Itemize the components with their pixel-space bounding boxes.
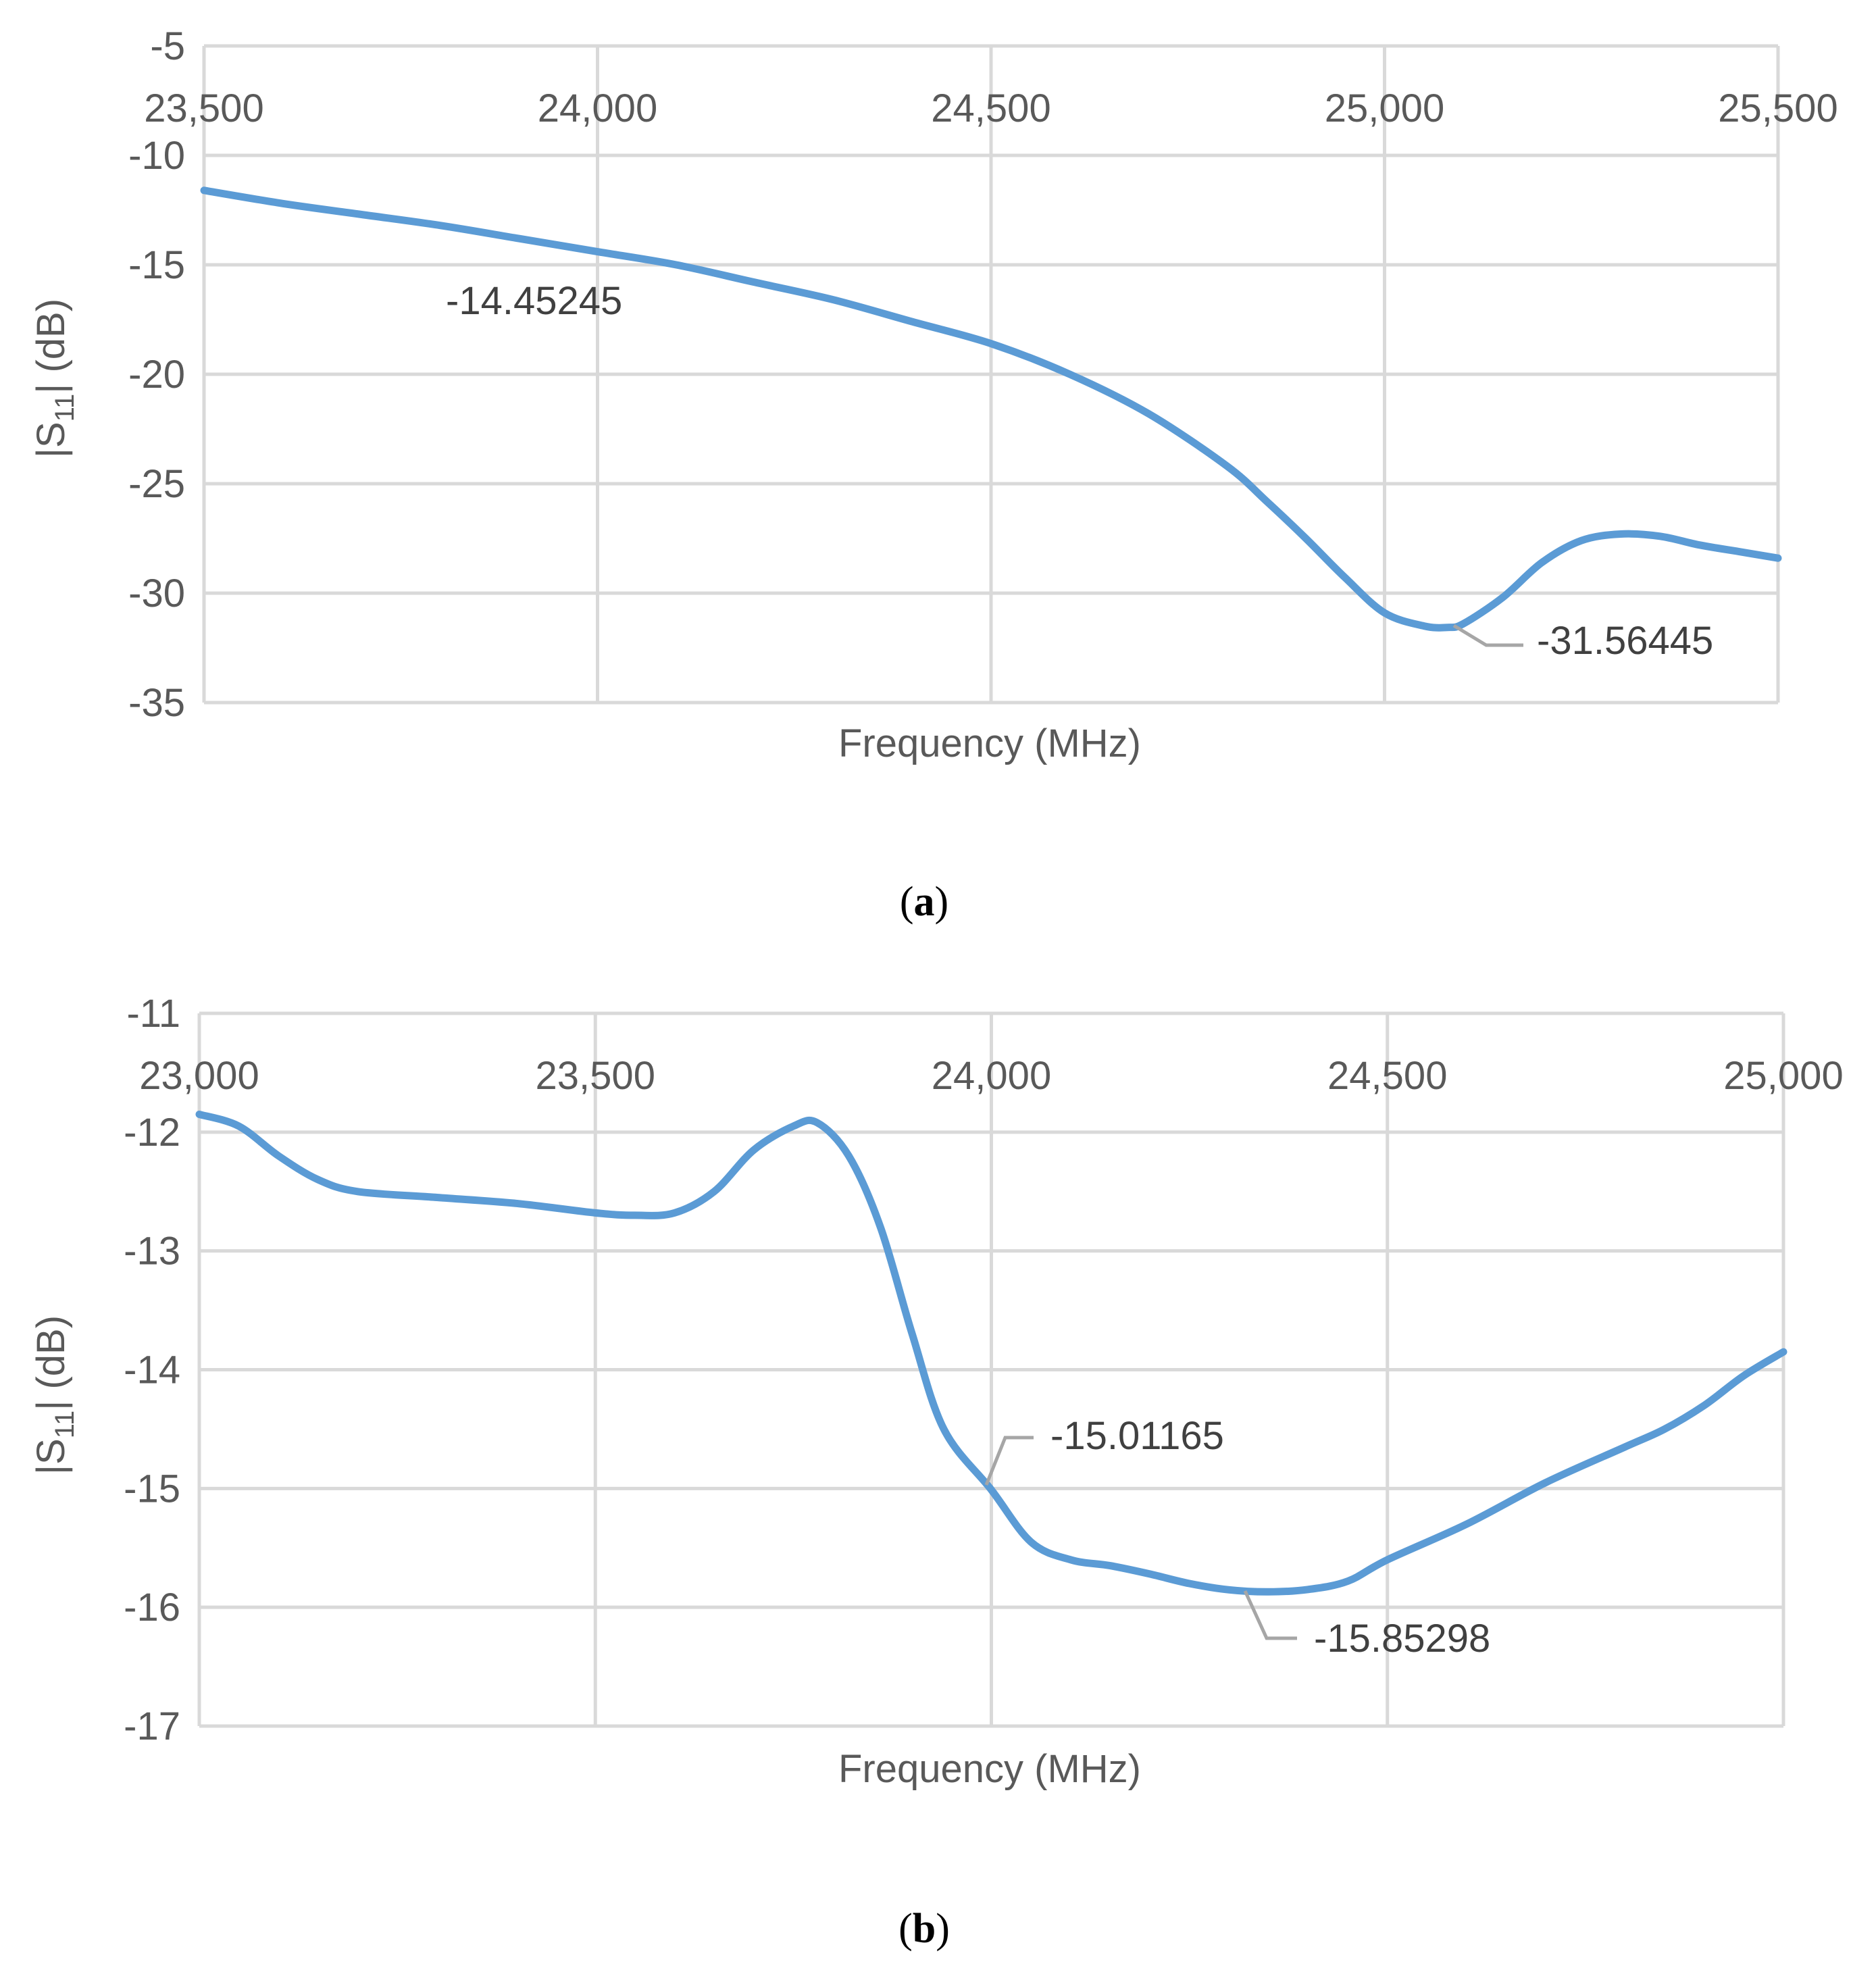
y-tick-label: -17: [124, 1704, 180, 1748]
y-axis-title-b: |S11| (dB): [29, 1315, 80, 1475]
s11-curve-b: [195, 1111, 1788, 1596]
gridlines-a: [202, 44, 1780, 705]
gridlines-b: [197, 1011, 1785, 1728]
panel-label-a: (a): [900, 879, 948, 925]
x-axis-title-a: Frequency (MHz): [838, 722, 1141, 765]
y-axis-title-b-sub: 11: [50, 1411, 80, 1439]
y-tick-label: -16: [124, 1586, 180, 1629]
y-axis-title-a-tail: | (dB): [29, 299, 73, 394]
y-tick-label: -25: [128, 462, 185, 506]
x-tick-label: 25,000: [1723, 1054, 1843, 1098]
tick-labels-b: -11 -12 -13 -14 -15 -16 -17 23,000 23,500 24,000 2…: [124, 992, 1844, 1748]
tick-labels-a: -5 -10 -15 -20 -25 -30 -35 23,500 24,000 24,500 25…: [128, 24, 1838, 725]
y-axis-title-b-tail: | (dB): [29, 1315, 73, 1411]
y-tick-label: -35: [128, 681, 185, 725]
annotations-a: -14.45245 -31.56445: [446, 279, 1713, 663]
y-tick-label: -11: [126, 992, 180, 1036]
annotations-b: -15.01165 -15.85298: [984, 1414, 1490, 1661]
x-tick-label: 23,500: [536, 1054, 655, 1098]
x-tick-label: 23,000: [139, 1054, 259, 1098]
data-label: -14.45245: [446, 279, 622, 323]
y-axis-title-a: |S11| (dB): [29, 299, 80, 458]
x-axis-title-b: Frequency (MHz): [838, 1747, 1141, 1791]
y-tick-label: -10: [128, 134, 185, 178]
chart-panel-a: -14.45245 -31.56445 -5 -10 -15 -20 -25 -30 -35 2…: [29, 24, 1838, 925]
x-tick-label: 24,500: [1327, 1054, 1447, 1098]
y-tick-label: -30: [128, 572, 185, 615]
y-tick-label: -15: [124, 1467, 180, 1511]
data-label: -15.01165: [1050, 1414, 1224, 1458]
x-tick-label: 24,500: [931, 86, 1050, 130]
x-tick-label: 24,000: [538, 86, 657, 130]
x-tick-label: 25,500: [1718, 86, 1837, 130]
y-tick-label: -5: [150, 24, 185, 68]
data-label-leader: [1243, 1590, 1297, 1640]
y-tick-label: -20: [128, 353, 185, 397]
y-axis-title-b-main: |S: [29, 1438, 73, 1475]
data-label: -15.85298: [1314, 1617, 1490, 1661]
s11-curve-a: [200, 186, 1782, 632]
y-axis-title-a-main: |S: [29, 422, 73, 458]
chart-panel-b: -15.01165 -15.85298 -11 -12 -13 -14 -15 -16 -17…: [29, 992, 1844, 1952]
panel-label-a-letter: a: [914, 879, 935, 925]
x-tick-label: 25,000: [1325, 86, 1444, 130]
panel-label-b-letter: b: [913, 1906, 936, 1952]
data-label: -31.56445: [1537, 619, 1713, 663]
data-label-leader: [984, 1436, 1034, 1486]
x-tick-label: 23,500: [144, 86, 263, 130]
panel-label-b: (b): [898, 1906, 950, 1952]
x-tick-label: 24,000: [932, 1054, 1051, 1098]
y-tick-label: -14: [124, 1348, 180, 1392]
data-label-leader: [1452, 624, 1523, 647]
y-tick-label: -15: [128, 243, 185, 287]
y-tick-label: -12: [124, 1111, 180, 1155]
y-tick-label: -13: [124, 1230, 180, 1273]
y-axis-title-a-sub: 11: [50, 394, 80, 422]
